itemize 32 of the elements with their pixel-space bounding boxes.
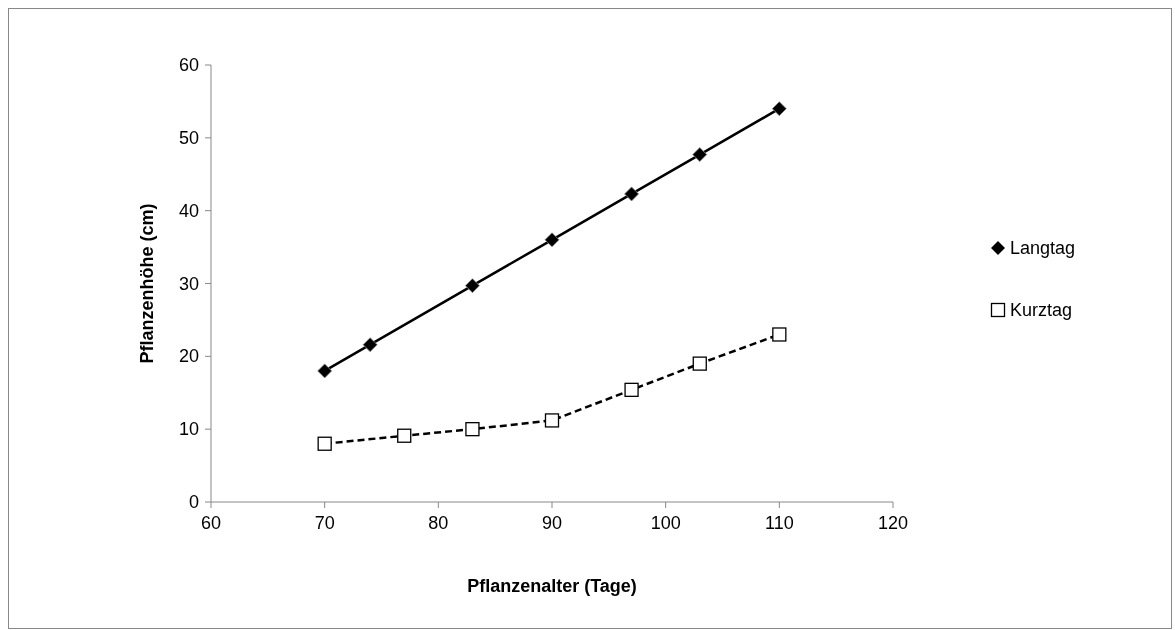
point xyxy=(465,278,480,294)
point xyxy=(692,147,708,162)
point xyxy=(772,327,787,342)
y-tick-label: 30 xyxy=(178,273,199,294)
x-tick-label: 80 xyxy=(428,513,449,533)
x-tick-label: 90 xyxy=(541,513,563,533)
point xyxy=(692,356,707,371)
x-tick-label: 110 xyxy=(764,513,794,533)
legend-label: Langtag xyxy=(1010,238,1076,258)
point xyxy=(397,428,412,443)
point xyxy=(771,101,787,117)
point xyxy=(317,436,332,451)
point xyxy=(624,382,639,397)
y-tick-label: 10 xyxy=(178,419,199,440)
x-tick-label: 60 xyxy=(200,513,222,533)
legend-label: Kurztag xyxy=(1010,300,1073,320)
y-tick-label: 60 xyxy=(178,55,199,75)
y-tick-label: 20 xyxy=(178,346,199,367)
point xyxy=(544,413,560,428)
y-tick-label: 0 xyxy=(188,492,199,512)
point xyxy=(624,186,639,202)
point xyxy=(465,422,480,437)
point xyxy=(544,232,560,248)
y-tick-label: 40 xyxy=(178,200,199,221)
x-axis-title: Pflanzenalter (Tage) xyxy=(467,576,637,596)
point xyxy=(362,337,378,353)
x-tick-label: 100 xyxy=(650,513,681,533)
point xyxy=(317,363,333,379)
x-tick-label: 120 xyxy=(877,513,909,533)
y-axis-title: Pflanzenhöhe (cm) xyxy=(137,203,157,364)
y-tick-label: 50 xyxy=(178,127,199,148)
x-tick-label: 70 xyxy=(314,513,335,533)
